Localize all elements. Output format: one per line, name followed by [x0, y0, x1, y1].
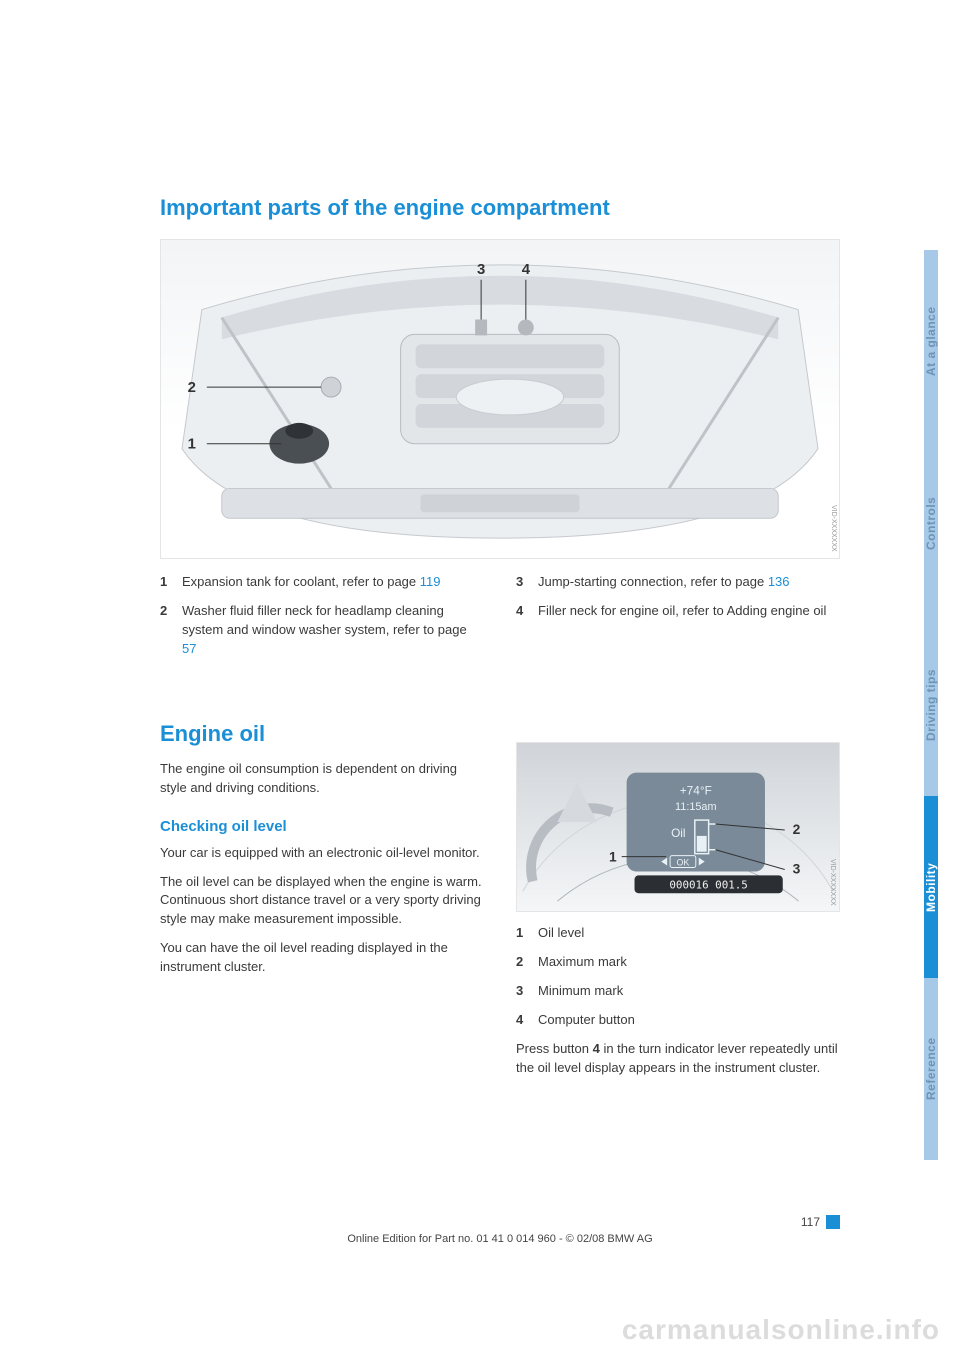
page-link[interactable]: 119	[420, 574, 441, 589]
cluster-legend-item: 2 Maximum mark	[516, 953, 840, 972]
engine-oil-title: Engine oil	[160, 718, 484, 750]
cluster-time: 11:15am	[675, 802, 716, 814]
legend-num: 1	[160, 573, 182, 592]
cluster-callout-2: 2	[793, 821, 801, 837]
legend-num: 3	[516, 982, 538, 1001]
side-tabs: At a glance Controls Driving tips Mobili…	[924, 250, 960, 1160]
legend-text: Jump-starting connection, refer to page …	[538, 573, 790, 592]
legend-text: Oil level	[538, 924, 584, 943]
cluster-after-bold: 4	[593, 1041, 600, 1056]
legend-item: 2 Washer fluid filler neck for headlamp …	[160, 602, 484, 659]
page-content: Important parts of the engine compartmen…	[160, 195, 840, 1087]
cluster-ok: OK	[677, 858, 690, 868]
engine-legend: 1 Expansion tank for coolant, refer to p…	[160, 573, 840, 668]
engine-oil-left: Engine oil The engine oil consumption is…	[160, 678, 484, 1087]
cluster-legend-item: 1 Oil level	[516, 924, 840, 943]
cluster-legend-item: 3 Minimum mark	[516, 982, 840, 1001]
instrument-cluster-figure: +74°F 11:15am Oil OK 000016	[516, 742, 840, 912]
engine-legend-right: 3 Jump-starting connection, refer to pag…	[516, 573, 840, 668]
page-footer: 117 Online Edition for Part no. 01 41 0 …	[160, 1215, 840, 1245]
legend-num: 4	[516, 602, 538, 621]
checking-oil-title: Checking oil level	[160, 816, 484, 838]
legend-item: 4 Filler neck for engine oil, refer to A…	[516, 602, 840, 621]
tab-driving-tips[interactable]: Driving tips	[924, 614, 938, 796]
engine-oil-p3: The oil level can be displayed when the …	[160, 873, 484, 930]
legend-text: Washer fluid filler neck for headlamp cl…	[182, 602, 484, 659]
engine-oil-p1: The engine oil consumption is dependent …	[160, 760, 484, 798]
engine-callout-2: 2	[188, 380, 196, 396]
engine-oil-section: Engine oil The engine oil consumption is…	[160, 678, 840, 1087]
cluster-temp: +74°F	[680, 784, 712, 798]
engine-oil-p4: You can have the oil level reading displ…	[160, 939, 484, 977]
tab-mobility[interactable]: Mobility	[924, 796, 938, 978]
watermark: carmanualsonline.info	[622, 1314, 940, 1346]
page-link[interactable]: 57	[182, 641, 196, 656]
legend-num: 4	[516, 1011, 538, 1030]
legend-text: Minimum mark	[538, 982, 623, 1001]
tab-at-a-glance[interactable]: At a glance	[924, 250, 938, 432]
legend-text: Maximum mark	[538, 953, 627, 972]
legend-num: 1	[516, 924, 538, 943]
tab-reference[interactable]: Reference	[924, 978, 938, 1160]
legend-item: 3 Jump-starting connection, refer to pag…	[516, 573, 840, 592]
legend-item: 1 Expansion tank for coolant, refer to p…	[160, 573, 484, 592]
engine-legend-left: 1 Expansion tank for coolant, refer to p…	[160, 573, 484, 668]
cluster-after-text: Press button 4 in the turn indicator lev…	[516, 1040, 840, 1078]
engine-oil-p2: Your car is equipped with an electronic …	[160, 844, 484, 863]
legend-num: 3	[516, 573, 538, 592]
page-number-box: 117	[160, 1215, 840, 1229]
cluster-callout-3: 3	[793, 861, 801, 877]
legend-text: Filler neck for engine oil, refer to Add…	[538, 602, 826, 621]
footer-line: Online Edition for Part no. 01 41 0 014 …	[160, 1233, 840, 1245]
legend-num: 2	[160, 602, 182, 659]
page-number: 117	[801, 1215, 820, 1229]
legend-num: 2	[516, 953, 538, 972]
engine-compartment-figure: 1 2 3 4 VID-XXXXXXX	[160, 239, 840, 559]
cluster-legend-item: 4 Computer button	[516, 1011, 840, 1030]
tab-controls[interactable]: Controls	[924, 432, 938, 614]
cluster-callout-1: 1	[609, 849, 617, 865]
figure-credit: VID-XXXXXXX	[830, 505, 837, 552]
engine-callout-1: 1	[188, 437, 196, 453]
figure-credit: VID-XXXXXXX	[827, 859, 837, 906]
engine-oil-right: +74°F 11:15am Oil OK 000016	[516, 678, 840, 1087]
cluster-odometer: 000016 001.5	[669, 879, 747, 892]
legend-text: Computer button	[538, 1011, 635, 1030]
cluster-oil-label: Oil	[671, 826, 685, 840]
page-marker-icon	[826, 1215, 840, 1229]
engine-callout-3: 3	[477, 262, 485, 278]
legend-text: Expansion tank for coolant, refer to pag…	[182, 573, 441, 592]
engine-callout-4: 4	[522, 262, 531, 278]
section-title: Important parts of the engine compartmen…	[160, 195, 840, 221]
page-link[interactable]: 136	[768, 574, 790, 589]
